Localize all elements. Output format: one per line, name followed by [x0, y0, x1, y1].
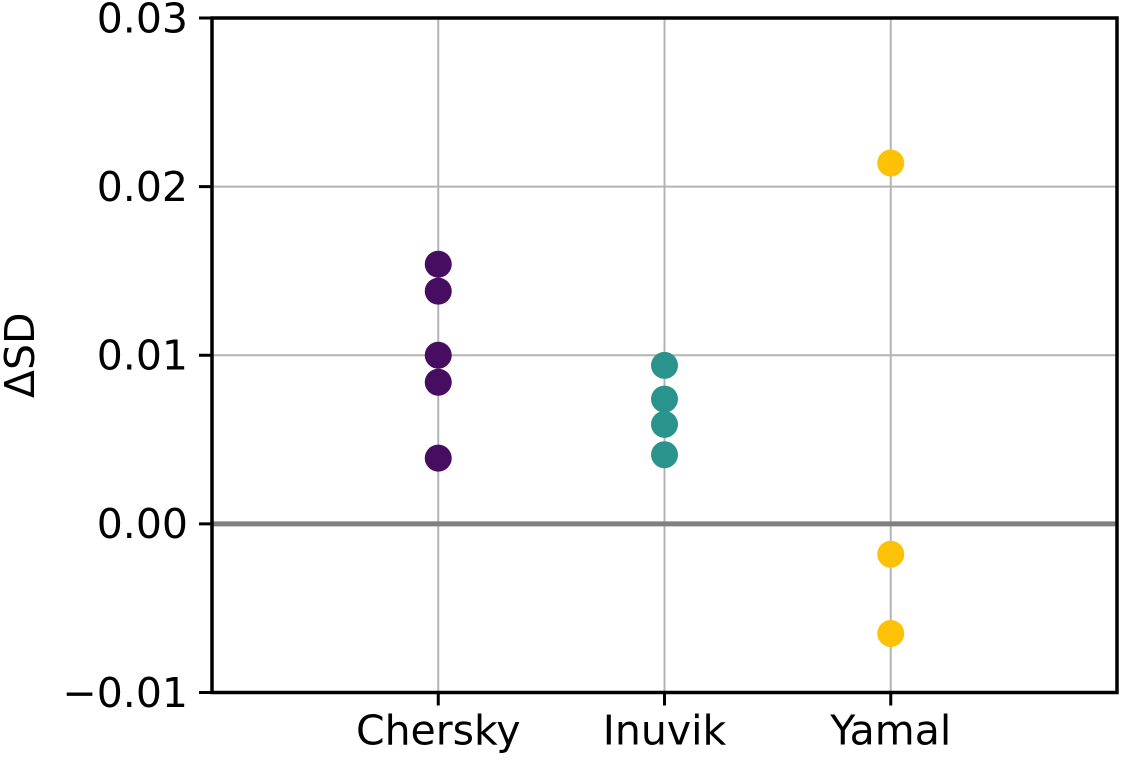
x-tick-label: Chersky [356, 707, 521, 755]
data-point [424, 277, 452, 305]
x-axis-ticks [436, 692, 893, 706]
data-point [877, 619, 905, 647]
data-point [651, 441, 678, 469]
data-point [424, 368, 452, 396]
y-tick-label: 0.01 [97, 332, 188, 380]
y-tick-label: 0.02 [97, 163, 188, 211]
y-axis-tick-labels: −0.01 0.00 0.01 0.02 0.03 [62, 0, 188, 717]
data-point [424, 341, 452, 369]
x-tick-label: Yamal [829, 707, 951, 755]
data-point [424, 250, 452, 278]
data-point [651, 385, 678, 413]
y-axis-ticks [199, 16, 212, 694]
data-point [877, 540, 905, 568]
x-axis-tick-labels: Chersky Inuvik Yamal [356, 707, 951, 755]
x-tick-label: Inuvik [603, 707, 727, 755]
y-tick-label: 0.00 [97, 500, 188, 548]
data-points [424, 149, 905, 647]
data-point [651, 410, 678, 438]
y-tick-label: −0.01 [62, 669, 188, 717]
data-point [424, 444, 452, 472]
y-axis-label: ΔSD [0, 312, 44, 398]
data-point [877, 149, 905, 177]
y-tick-label: 0.03 [97, 0, 188, 42]
data-point [651, 351, 678, 379]
